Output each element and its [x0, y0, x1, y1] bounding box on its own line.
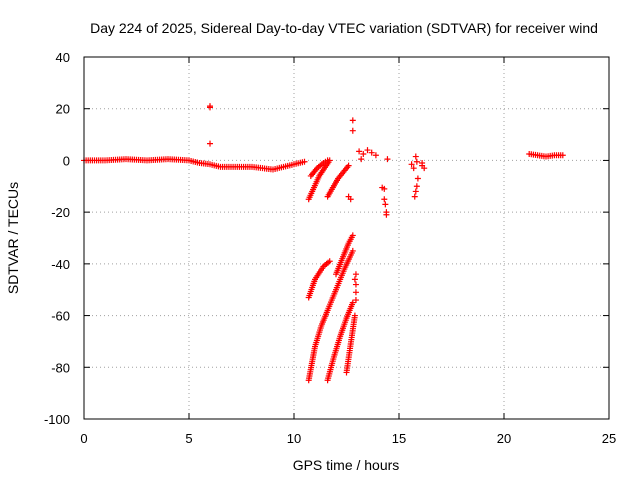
- data-point: [351, 276, 358, 283]
- data-point: [360, 150, 367, 157]
- x-tick-label: 0: [80, 431, 87, 446]
- chart-title: Day 224 of 2025, Sidereal Day-to-day VTE…: [90, 20, 598, 36]
- x-axis-label: GPS time / hours: [293, 457, 400, 473]
- data-point: [351, 312, 358, 319]
- data-point: [352, 281, 359, 288]
- x-tick-label: 10: [287, 431, 301, 446]
- y-axis-label: SDTVAR / TECUs: [5, 182, 21, 294]
- data-point: [412, 153, 419, 160]
- data-point: [349, 117, 356, 124]
- y-tick-label: 20: [56, 102, 70, 117]
- data-point: [352, 297, 359, 304]
- ticks: 0 5 10 15 20 25 40 20 0 -20 -40 -60 -80 -100: [44, 50, 616, 446]
- data-point: [384, 156, 391, 163]
- data-point: [381, 185, 388, 192]
- data-point: [345, 162, 352, 169]
- data-point: [382, 201, 389, 208]
- data-point: [301, 158, 308, 165]
- data-points: [81, 103, 566, 384]
- data-point: [408, 161, 415, 168]
- data-point: [349, 127, 356, 134]
- data-point: [358, 156, 365, 163]
- data-point: [559, 152, 566, 159]
- y-tick-label: -20: [51, 205, 70, 220]
- y-tick-label: 0: [63, 153, 70, 168]
- data-point: [207, 104, 213, 111]
- data-point: [349, 247, 356, 254]
- data-point: [364, 147, 371, 154]
- data-point: [349, 299, 356, 306]
- data-point: [381, 196, 388, 203]
- y-tick-label: -100: [44, 412, 70, 427]
- data-point: [356, 148, 363, 155]
- data-point: [413, 158, 420, 165]
- data-point: [372, 152, 379, 159]
- data-point: [349, 232, 356, 239]
- data-point: [368, 149, 375, 156]
- x-tick-label: 25: [602, 431, 616, 446]
- grid: [84, 57, 609, 419]
- data-point: [413, 183, 420, 190]
- y-tick-label: -80: [51, 360, 70, 375]
- plot-frame: [83, 56, 610, 420]
- data-point: [324, 157, 331, 164]
- data-point: [419, 162, 426, 169]
- data-point: [383, 211, 390, 218]
- y-tick-label: 40: [56, 50, 70, 65]
- y-tick-label: -40: [51, 257, 70, 272]
- data-point: [412, 188, 419, 195]
- data-point: [207, 140, 213, 147]
- data-point: [347, 196, 354, 203]
- data-point: [352, 289, 359, 296]
- x-tick-label: 5: [185, 431, 192, 446]
- x-tick-label: 15: [392, 431, 406, 446]
- data-point: [326, 258, 333, 265]
- x-tick-label: 20: [497, 431, 511, 446]
- y-tick-label: -60: [51, 309, 70, 324]
- data-point: [411, 193, 418, 200]
- data-point: [410, 165, 417, 172]
- data-point: [414, 175, 421, 182]
- data-point: [352, 271, 359, 278]
